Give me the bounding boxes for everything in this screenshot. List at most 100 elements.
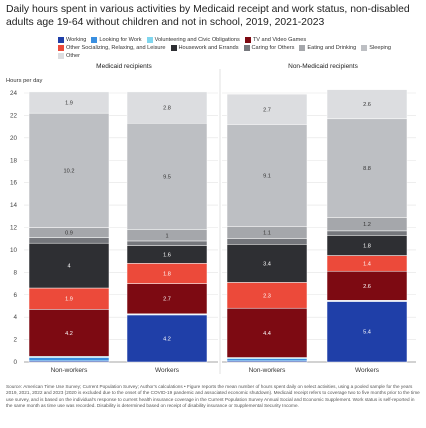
y-tick-label: 10 [10, 247, 18, 254]
bar-segment [126, 240, 208, 246]
y-tick-label: 20 [10, 135, 18, 142]
legend-label: Looking for Work [99, 37, 142, 43]
y-tick-label: 24 [10, 90, 18, 97]
bar-segment [326, 230, 408, 236]
data-label: 2.3 [263, 293, 271, 299]
bar-segment [226, 238, 308, 245]
y-tick-label: 18 [10, 157, 18, 164]
y-tick-label: 6 [13, 292, 17, 299]
source-note: Source: American Time Use Survey; Curren… [6, 384, 420, 409]
legend-item: Housework and Errands [170, 44, 239, 52]
data-label: 2.6 [363, 284, 371, 290]
legend-swatch [58, 53, 64, 59]
legend-swatch [58, 37, 64, 43]
y-tick-label: 22 [10, 112, 18, 119]
y-tick-label: 2 [13, 337, 17, 344]
data-label: 1.6 [163, 252, 171, 258]
x-tick-label: Workers [155, 367, 180, 374]
y-tick-label: 12 [10, 225, 18, 232]
x-tick-label: Workers [355, 367, 380, 374]
data-label: 5.4 [363, 330, 371, 336]
y-axis-label: Hours per day [6, 78, 43, 84]
data-label: 2.7 [263, 107, 271, 113]
legend-swatch [243, 45, 250, 51]
data-label: 1.8 [163, 271, 171, 277]
legend-swatch [146, 37, 153, 43]
data-label: 1 [165, 233, 168, 239]
data-label: 1.9 [65, 101, 73, 107]
chart-title: Daily hours spent in various activities … [6, 4, 410, 28]
legend-item: Volunteering and Civic Obligations [146, 36, 240, 44]
bar-segment [326, 118, 408, 218]
bar-segment [126, 123, 208, 230]
legend-label: Working [66, 37, 87, 43]
legend-label: Caring for Others [251, 45, 295, 51]
bar-segment [28, 242, 110, 289]
data-label: 9.1 [263, 173, 271, 179]
data-label: 0.9 [65, 231, 73, 237]
legend-label: Sleeping [369, 45, 392, 51]
legend-item: Caring for Others [243, 44, 295, 52]
legend-label: Eating and Drinking [307, 45, 357, 51]
legend-swatch [361, 45, 368, 51]
legend-item: Other Socializing, Relaxing, and Leisure [58, 44, 166, 52]
bar-segment [28, 309, 110, 357]
legend-item: Other [58, 52, 80, 60]
x-tick-label: Non-workers [249, 367, 287, 374]
legend-item: Looking for Work [91, 36, 142, 44]
data-label: 2.7 [163, 297, 171, 303]
bar-segment [28, 357, 110, 362]
y-tick-label: 0 [13, 359, 17, 366]
bar-segment [226, 282, 308, 309]
y-tick-label: 16 [10, 180, 18, 187]
y-tick-label: 8 [13, 269, 17, 276]
bar-segment [126, 314, 208, 363]
data-label: 4.4 [263, 331, 271, 337]
bar-segment [28, 237, 110, 244]
bar-segment [126, 283, 208, 315]
data-label: 4.2 [65, 331, 73, 337]
bar-segment [226, 93, 308, 125]
bar-segment [326, 89, 408, 120]
legend-label: Other [66, 53, 80, 59]
data-label: 8.8 [363, 166, 371, 172]
data-label: 2.8 [163, 106, 171, 112]
legend-swatch [244, 37, 251, 43]
legend-label: Housework and Errands [178, 45, 239, 51]
bar-segment [28, 91, 110, 114]
data-label: 1.9 [65, 297, 73, 303]
y-tick-label: 14 [10, 202, 18, 209]
data-label: 2.6 [363, 102, 371, 108]
legend-item: Working [58, 36, 86, 44]
panel-title-medicaid: Medicaid recipients [96, 63, 152, 70]
legend-item: Sleeping [361, 44, 391, 52]
data-label: 9.5 [163, 175, 171, 181]
legend-swatch [299, 45, 306, 51]
legend-label: Volunteering and Civic Obligations [154, 37, 240, 43]
data-label: 3.4 [263, 261, 271, 267]
legend: Working Looking for Work Volunteering and … [58, 36, 418, 60]
bar-segment [326, 270, 408, 301]
legend-swatch [170, 45, 177, 51]
data-label: 4 [67, 264, 70, 270]
legend-swatch [58, 45, 64, 51]
data-label: 10.2 [64, 168, 75, 174]
legend-item: TV and Video Games [244, 36, 307, 44]
bar-segment [226, 124, 308, 227]
data-label: 1.8 [363, 243, 371, 249]
bar-segment [28, 112, 110, 228]
legend-label: Other Socializing, Relaxing, and Leisure [66, 45, 166, 51]
bar-segment [226, 244, 308, 283]
legend-label: TV and Video Games [252, 37, 307, 43]
data-label: 1.2 [363, 222, 371, 228]
y-tick-label: 4 [13, 314, 17, 321]
x-tick-label: Non-workers [51, 367, 89, 374]
bar-segment [126, 91, 208, 124]
panel-title-non-medicaid: Non-Medicaid recipients [288, 63, 358, 70]
data-label: 1.4 [363, 261, 371, 267]
bar-segment [226, 358, 308, 362]
legend-item: Eating and Drinking [299, 44, 356, 52]
data-label: 1.1 [263, 231, 271, 237]
legend-swatch [91, 37, 98, 43]
